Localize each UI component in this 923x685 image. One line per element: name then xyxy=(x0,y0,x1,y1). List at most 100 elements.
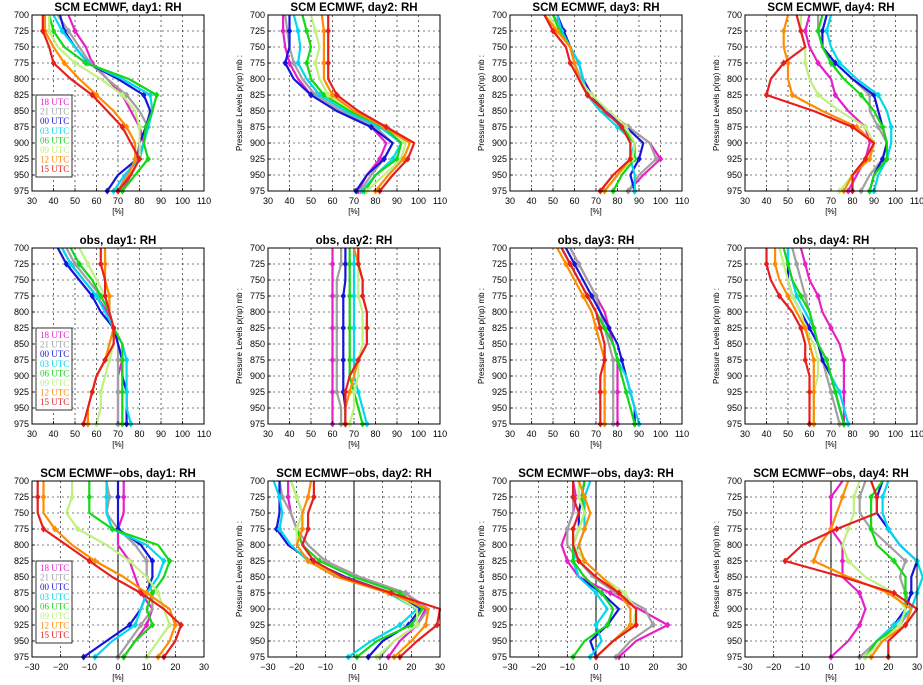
data-point xyxy=(153,91,160,99)
data-point xyxy=(166,557,173,565)
data-point xyxy=(178,621,184,629)
y-tick-label: 950 xyxy=(14,636,29,646)
data-point xyxy=(143,589,150,597)
data-point xyxy=(623,123,629,131)
x-tick-label: 80 xyxy=(134,196,144,206)
data-point xyxy=(325,91,331,99)
x-tick-label: 90 xyxy=(634,429,644,439)
data-point xyxy=(351,388,357,396)
data-point xyxy=(885,525,892,533)
panel-2-2: 30 40 50 60 70 80 90 100 110 700 725 750 775 800 825 85… xyxy=(235,235,447,449)
data-point xyxy=(851,493,857,501)
y-tick-label: 725 xyxy=(14,259,29,269)
legend-box xyxy=(35,560,73,644)
panel-title: SCM ECMWF−obs, day1: RH xyxy=(40,468,196,480)
y-tick-label: 725 xyxy=(727,492,742,502)
data-point xyxy=(845,525,851,533)
y-tick-label: 975 xyxy=(727,186,742,196)
x-tick-label: −10 xyxy=(82,662,97,672)
x-tick-label: 60 xyxy=(91,429,101,439)
x-tick-label: −30 xyxy=(502,662,517,672)
data-point xyxy=(570,557,576,565)
x-tick-label: −30 xyxy=(260,662,275,672)
data-point xyxy=(89,388,95,396)
y-tick-label: 875 xyxy=(14,122,29,132)
y-tick-label: 825 xyxy=(727,556,742,566)
y-tick-label: 900 xyxy=(250,371,265,381)
data-point xyxy=(329,324,336,332)
y-tick-label: 775 xyxy=(14,524,29,534)
y-tick-label: 750 xyxy=(14,508,29,518)
y-axis-label: Pressure Levels p(np) mb : xyxy=(235,55,244,151)
panel-2-3: 30 40 50 60 70 80 90 100 110 700 725 750 775 800 825 85… xyxy=(477,235,689,449)
x-tick-label: 80 xyxy=(612,196,622,206)
data-point xyxy=(286,27,293,35)
data-point xyxy=(138,589,144,597)
y-tick-label: 925 xyxy=(14,387,29,397)
data-point xyxy=(888,123,894,131)
y-axis-label: Pressure Levels p(np) mb : xyxy=(477,288,486,384)
data-point xyxy=(102,356,108,364)
data-point xyxy=(576,525,582,533)
data-point xyxy=(601,388,608,396)
data-point xyxy=(891,557,897,565)
data-point xyxy=(570,525,576,533)
data-point xyxy=(276,525,283,533)
data-point xyxy=(422,621,429,629)
data-point xyxy=(273,525,280,533)
x-tick-label: 110 xyxy=(197,196,211,206)
data-point xyxy=(143,123,149,131)
data-point xyxy=(593,292,599,300)
data-point xyxy=(93,292,100,300)
data-point xyxy=(119,388,126,396)
data-point xyxy=(69,493,75,501)
y-tick-label: 850 xyxy=(727,339,742,349)
series-line-06-utc xyxy=(48,14,158,192)
x-axis-label: [%] xyxy=(112,207,124,216)
panel-3-3: −30 −20 −10 0 10 20 30 700 725 750 775 800 825 850 875… xyxy=(477,468,687,682)
y-tick-label: 800 xyxy=(727,74,742,84)
data-point xyxy=(351,324,357,332)
data-point xyxy=(329,388,336,396)
y-tick-label: 775 xyxy=(492,524,507,534)
y-tick-label: 900 xyxy=(492,371,507,381)
panel-3-2: −30 −20 −10 0 10 20 30 700 725 750 775 800 825 850 875… xyxy=(235,468,445,682)
data-point xyxy=(72,260,78,268)
data-point xyxy=(346,356,353,364)
data-point xyxy=(610,388,616,396)
y-tick-label: 925 xyxy=(727,387,742,397)
legend-entry: 15 UTC xyxy=(40,397,69,407)
y-tick-label: 975 xyxy=(492,652,507,662)
y-axis-label: Pressure Levels p(np) mb : xyxy=(477,55,486,151)
x-tick-label: 60 xyxy=(91,196,101,206)
data-point xyxy=(845,557,851,565)
data-point xyxy=(576,557,582,565)
series-line-15-utc xyxy=(301,481,442,658)
y-tick-label: 950 xyxy=(250,403,265,413)
series-line-03-utc xyxy=(352,248,368,425)
data-point xyxy=(785,292,791,300)
data-point xyxy=(866,155,873,163)
legend-entry: 03 UTC xyxy=(40,359,69,369)
x-tick-label: 30 xyxy=(677,662,687,672)
y-tick-label: 850 xyxy=(14,106,29,116)
x-tick-label: 20 xyxy=(170,662,180,672)
data-point xyxy=(871,91,877,99)
y-tick-label: 725 xyxy=(727,259,742,269)
data-point xyxy=(305,557,311,565)
data-point xyxy=(98,260,104,268)
series-line-12-utc xyxy=(320,14,411,192)
x-tick-label: 0 xyxy=(115,662,120,672)
panel-3-4: −30 −20 −10 0 10 20 30 700 725 750 775 800 825 850 875… xyxy=(712,468,923,682)
series-line-12-utc xyxy=(295,480,430,658)
y-tick-label: 800 xyxy=(250,307,265,317)
data-point xyxy=(839,557,846,565)
x-tick-label: −10 xyxy=(795,662,810,672)
data-point xyxy=(798,324,804,332)
legend-entry: 21 UTC xyxy=(40,340,69,350)
x-tick-label: 30 xyxy=(27,196,37,206)
data-point xyxy=(355,260,362,268)
data-point xyxy=(132,621,138,629)
x-tick-label: 20 xyxy=(883,662,893,672)
y-tick-label: 750 xyxy=(492,42,507,52)
